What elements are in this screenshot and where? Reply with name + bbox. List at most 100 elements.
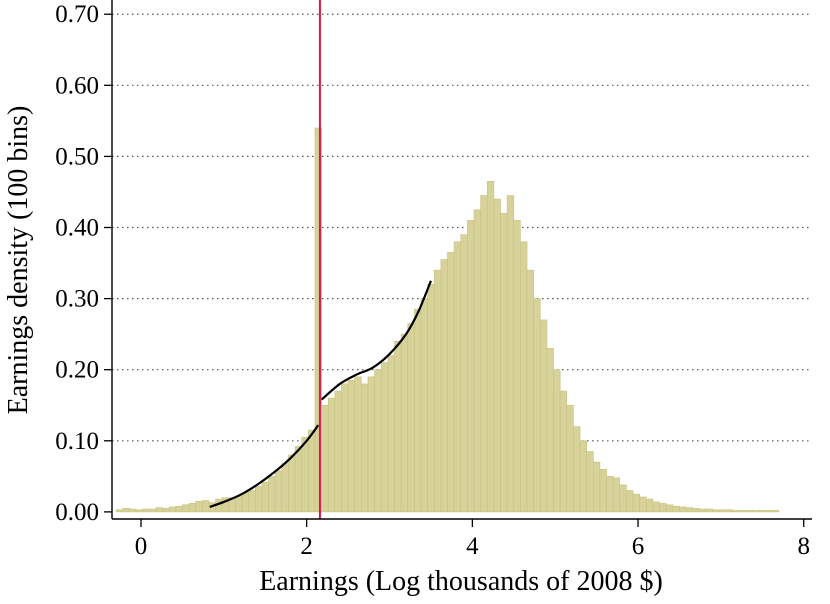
histogram-bar: [201, 500, 210, 513]
histogram-bar: [500, 212, 508, 513]
y-tick-label: 0.50: [55, 143, 99, 170]
histogram-bar: [718, 509, 727, 513]
histogram-bar: [274, 470, 283, 513]
histogram-bar: [155, 507, 163, 513]
x-tick-label: 2: [300, 533, 313, 560]
y-tick-label: 0.30: [55, 286, 99, 313]
histogram-bar: [619, 484, 627, 513]
histogram-bar: [526, 269, 534, 513]
histogram-bar: [685, 507, 694, 513]
y-tick-label: 0.40: [55, 215, 99, 242]
x-tick-label: 8: [797, 533, 810, 560]
histogram-bar: [420, 298, 428, 513]
histogram-bar: [380, 362, 389, 513]
histogram-bar: [705, 508, 713, 513]
histogram-bar: [148, 508, 157, 513]
histogram-bar: [255, 485, 263, 513]
histogram-bar: [626, 490, 634, 513]
histogram-bar: [182, 504, 190, 513]
histogram-bar: [341, 383, 349, 513]
histogram-bar: [712, 509, 720, 513]
y-tick-label: 0.00: [55, 499, 99, 526]
histogram-bar: [327, 397, 336, 513]
axes: 0.00 0.10 0.20 0.30 0.40 0.50 0.60 0.70 0 2 4 6 8: [55, 0, 812, 560]
histogram-bar: [308, 429, 316, 513]
histogram-bar: [659, 503, 667, 513]
histogram-bar: [632, 493, 640, 513]
y-tick-label: 0.20: [55, 357, 99, 384]
histogram-bar: [593, 461, 601, 513]
histogram-bar: [533, 298, 541, 513]
histogram-bar: [699, 508, 707, 513]
histogram-bar: [400, 333, 409, 513]
histogram-bar: [679, 506, 687, 513]
histogram-bar: [520, 241, 528, 513]
histogram-bar: [566, 404, 574, 513]
histogram-bar: [732, 510, 740, 513]
histogram-bar: [546, 348, 554, 513]
histogram-bar: [672, 505, 680, 513]
histogram-bar: [168, 506, 177, 513]
histogram-bar: [367, 376, 375, 513]
histogram-bars: [115, 127, 780, 513]
histogram-bar: [573, 426, 581, 513]
y-tick-label: 0.70: [55, 1, 99, 28]
y-axis-title: Earnings density (100 bins): [3, 106, 34, 415]
histogram-bar: [248, 490, 256, 513]
histogram-bar: [374, 369, 382, 513]
histogram-bar: [612, 477, 621, 513]
x-tick-label: 4: [466, 533, 479, 560]
histogram-bar: [758, 510, 766, 513]
histogram-bar: [460, 234, 468, 513]
histogram-bar: [665, 504, 674, 513]
histogram-bar: [646, 498, 654, 513]
histogram-bar: [480, 195, 488, 513]
histogram-bar: [387, 355, 395, 513]
fit-curve-left: [209, 424, 320, 508]
histogram-bar: [407, 323, 415, 513]
histogram-bar: [288, 454, 296, 513]
histogram-bar: [493, 198, 501, 513]
histogram-bar: [427, 284, 435, 513]
x-axis-title: Earnings (Log thousands of 2008 $): [259, 566, 663, 597]
histogram-bar: [692, 508, 700, 513]
histogram-bar: [115, 509, 124, 513]
histogram-bar: [414, 308, 422, 513]
histogram-bar: [268, 476, 276, 513]
histogram-bar: [314, 127, 322, 513]
histogram-bar: [513, 220, 521, 513]
histogram-bar: [135, 509, 143, 513]
histogram-bar: [765, 510, 773, 513]
histogram-bar: [440, 259, 448, 513]
histogram-bar: [334, 390, 342, 513]
histogram-bar: [559, 390, 568, 513]
histogram-bar: [579, 440, 587, 513]
histogram-bar: [771, 510, 780, 513]
histogram-bar: [652, 501, 660, 513]
histogram-bar: [195, 500, 203, 513]
histogram-bar: [506, 195, 515, 513]
histogram-bar: [347, 380, 356, 513]
histogram-bar: [447, 252, 455, 513]
histogram-bar: [639, 496, 647, 513]
histogram-bar: [321, 404, 329, 513]
histogram-bar: [162, 508, 170, 513]
histogram-bar: [486, 180, 495, 513]
histogram-bar: [606, 476, 614, 513]
histogram-bar: [142, 508, 150, 513]
histogram-bar: [599, 468, 607, 513]
histogram-bar: [129, 508, 137, 513]
histogram-bar: [241, 492, 249, 513]
histogram-bar: [745, 510, 753, 513]
histogram-bar: [467, 220, 475, 513]
histogram-bar: [122, 508, 130, 513]
y-tick-label: 0.60: [55, 72, 99, 99]
fit-curve-right: [320, 280, 432, 401]
histogram-bar: [752, 510, 760, 513]
x-tick-label: 0: [135, 533, 148, 560]
histogram-bar: [725, 509, 733, 513]
x-tick-label: 6: [632, 533, 645, 560]
histogram-bar: [553, 369, 561, 513]
histogram-bar: [261, 481, 269, 513]
